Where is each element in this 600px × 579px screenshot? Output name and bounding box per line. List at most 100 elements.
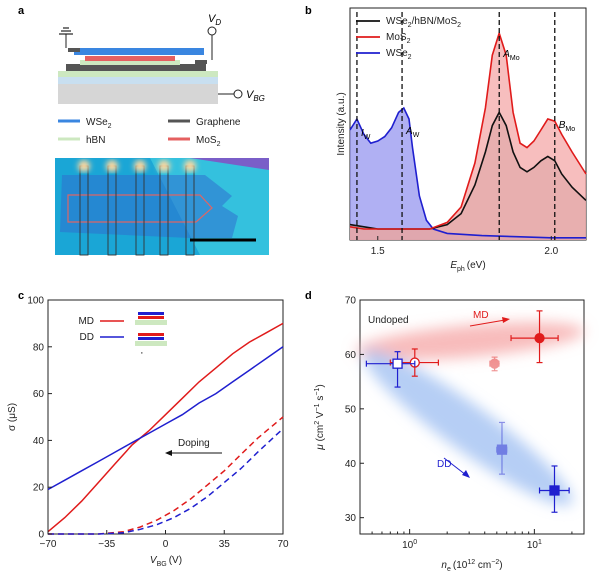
x-tick-label-0: 100 [402,539,417,551]
undoped-label: Undoped [368,315,409,326]
dd-arrow: DD [437,457,470,478]
legend-item-0: WSe2/hBN/MoS2 [386,16,461,29]
panel-d-x-axis-label: ne (1012 cm−2) [441,559,502,573]
panel-c-series [47,322,284,535]
svg-text:DD: DD [437,459,451,470]
panel-b-label: b [305,5,312,17]
panel-b-y-axis-label: Intensity (a.u.) [336,92,347,155]
vd-label: VD [208,13,221,27]
peak-label-2: AMo [502,49,520,62]
y-tick-label-3: 60 [33,389,45,400]
x-tick-label-0: 1.5 [371,246,385,257]
y-tick-label-4: 80 [33,342,45,353]
wse2-layer [74,48,204,55]
panel-d-y-axis-label: μ (cm2 V−1 s−1) [314,384,326,450]
peak-label-3: BMo [559,120,576,133]
series-line-0 [349,106,586,239]
panel-c-marker: · [140,347,144,359]
panel-b-fills [350,33,586,241]
panel-b-peak-markers: IW AW AMo BMo [356,12,576,240]
panel-d-ticks: 30 40 50 60 70 100 101 [345,296,573,551]
panel-b-x-ticks: 1.5 2.0 [371,236,559,257]
md-point-1 [489,356,500,372]
panel-c-x-axis-label: VBG (V) [150,555,182,568]
panel-d: d 30 40 50 60 70 100 101 Undoped MD DD ne (1012… [305,290,585,573]
panel-d-series [365,310,570,513]
md-arrow: MD [469,310,510,327]
legend-item-1: DD [80,332,94,343]
series-line-3 [48,428,284,535]
x-tick-label-1: −35 [98,539,115,550]
peak-label-0: IW [361,128,371,141]
device-cross-section: VD VBG [58,13,265,104]
dd-point-1 [496,421,508,475]
legend-item-1: Graphene [196,117,241,128]
legend-item-0: MD [78,316,94,327]
y-tick-label-0: 0 [38,530,44,541]
y-tick-label-1: 20 [33,483,45,494]
panel-d-axes [359,299,585,535]
mos2-layer [85,56,175,61]
y-tick-label-1: 40 [345,459,357,470]
peak-label-1: AW [405,126,420,139]
right-contact [195,60,207,64]
legend-item-0: WSe2 [86,117,112,130]
legend-item-2: hBN [86,135,105,146]
series-fill-0 [350,108,586,240]
contact-pads [78,160,196,172]
hbn-bottom-layer [58,71,218,77]
svg-text:MD: MD [473,310,489,321]
y-tick-label-4: 70 [345,296,357,307]
series-fill-2 [350,33,586,241]
mos2-outline [67,194,213,223]
y-tick-label-5: 100 [27,296,44,307]
legend-item-2: WSe2 [386,48,412,61]
panel-a: a VD VBG WSe2 Graphene hBN MoS2 [18,5,269,256]
x-tick-label-1: 101 [527,539,542,551]
dd-point-0 [365,351,416,388]
vbg-terminal-icon [233,89,243,99]
oxide-layer [58,77,218,84]
y-tick-label-2: 50 [345,404,357,415]
dd-point-2 [538,465,570,513]
vd-terminal-icon [207,26,217,36]
x-tick-label-3: 35 [219,539,231,550]
optical-micrograph [55,158,269,256]
x-tick-label-1: 2.0 [544,246,558,257]
legend-item-3: MoS2 [196,135,221,148]
stack-schematic-icons [135,312,167,346]
doping-label: Doping [178,438,210,449]
y-tick-label-2: 40 [33,436,45,447]
series-line-1 [47,346,284,491]
panel-c-ticks: −70 −35 0 35 70 0 20 40 60 80 100 [27,296,289,551]
series-line-2 [349,30,587,230]
md-trend-band [355,322,585,360]
x-tick-label-0: −70 [40,539,57,550]
trend-bands [355,322,585,506]
md-point-2 [510,310,559,364]
substrate-layer [58,84,218,104]
panel-a-label: a [18,5,25,17]
legend-item-1: MoS2 [386,32,411,45]
dd-trend-band [363,350,573,506]
x-tick-label-2: 0 [163,539,169,550]
panel-c-label: c [18,290,24,302]
series-line-2 [48,416,284,535]
doping-arrow: Doping [165,438,222,456]
graphene-layer [66,64,206,71]
y-tick-label-0: 30 [345,513,357,524]
panel-c-legend: MD DD [78,316,124,343]
panel-c-y-axis-label: σ (μS) [7,403,18,431]
panel-a-legend: WSe2 Graphene hBN MoS2 [58,117,241,148]
y-tick-label-3: 60 [345,350,357,361]
left-contact [68,48,80,52]
panel-b-x-axis-label: Eph (eV) [450,260,485,273]
x-tick-label-4: 70 [277,539,289,550]
vbg-label: VBG [246,89,265,103]
series-line-0 [47,322,284,533]
panel-b-legend: WSe2/hBN/MoS2 MoS2 WSe2 [356,16,461,61]
panel-d-label: d [305,290,312,302]
